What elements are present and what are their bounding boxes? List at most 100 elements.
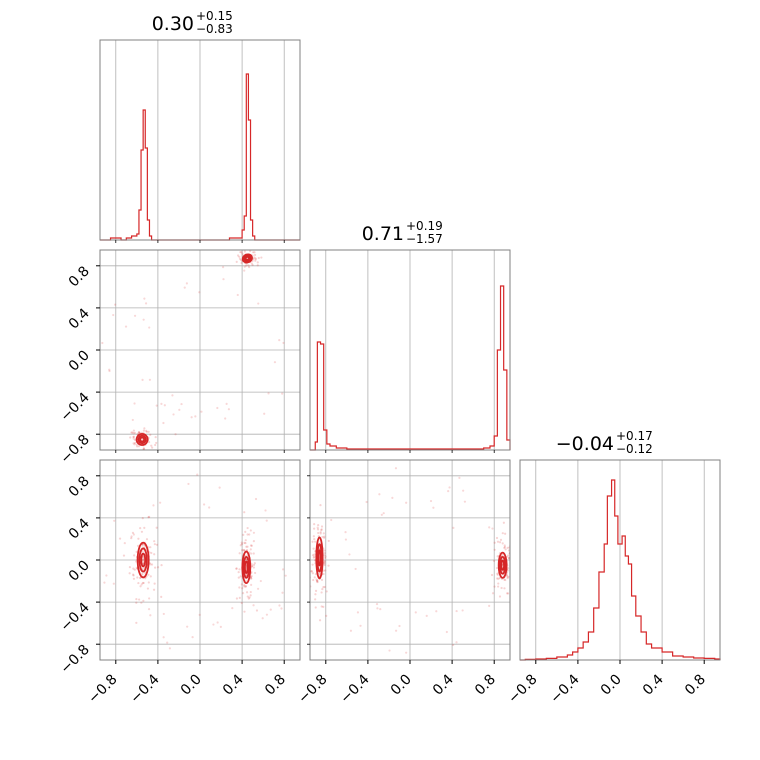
sample-point: [320, 528, 323, 531]
sample-point: [311, 540, 314, 543]
sample-point: [152, 588, 156, 591]
y-tick-label: 0.4: [66, 515, 93, 542]
sample-point: [244, 539, 247, 542]
x-tick-label: 0.4: [640, 671, 667, 698]
sample-point: [137, 430, 141, 434]
sample-point: [250, 544, 253, 547]
sample-point: [114, 303, 117, 306]
contour-level-2: [497, 551, 508, 579]
title-minus: −0.12: [616, 442, 653, 456]
sample-point: [133, 431, 136, 435]
sample-point: [349, 629, 353, 632]
sample-point: [244, 530, 247, 533]
sample-point: [132, 435, 135, 439]
sample-point: [140, 530, 144, 533]
sample-point: [323, 552, 326, 555]
panel-1-1: [309, 249, 511, 451]
sample-point: [324, 555, 327, 558]
sample-point: [313, 537, 316, 541]
sample-point: [128, 572, 131, 575]
sample-point: [265, 519, 268, 522]
sample-point: [250, 262, 253, 265]
sample-point: [152, 504, 155, 507]
sample-point: [495, 536, 499, 540]
sample-point: [112, 313, 115, 317]
sample-point: [507, 549, 510, 552]
sample-point: [263, 412, 266, 415]
sample-point: [218, 486, 221, 489]
sample-point: [149, 563, 152, 566]
sample-point: [166, 641, 169, 644]
sample-point: [139, 526, 142, 530]
sample-point: [137, 445, 140, 448]
sample-point: [435, 610, 438, 613]
sample-point: [323, 559, 326, 563]
sample-point: [249, 529, 252, 532]
sample-point: [503, 544, 506, 547]
sample-point: [491, 592, 495, 595]
sample-point: [146, 587, 150, 590]
sample-point: [278, 604, 281, 607]
sample-point: [344, 531, 347, 534]
x-tick-label: 0.8: [262, 672, 289, 699]
panel-2-1: [309, 459, 511, 661]
sample-point: [498, 595, 502, 598]
sample-point: [252, 540, 255, 543]
sample-point: [141, 544, 144, 547]
panel-2-2: [519, 459, 721, 661]
contour-level-1: [316, 543, 323, 573]
sample-point: [250, 577, 253, 580]
sample-point: [191, 636, 194, 639]
sample-point: [133, 554, 136, 557]
sample-point: [495, 566, 499, 570]
sample-point: [240, 583, 243, 586]
sample-point: [253, 562, 256, 565]
sample-point: [281, 568, 285, 571]
sample-point: [130, 431, 133, 434]
sample-point: [493, 585, 496, 588]
sample-point: [178, 408, 181, 411]
sample-point: [394, 467, 398, 470]
sample-point: [246, 595, 249, 598]
sample-point: [135, 601, 138, 604]
title-plus: +0.19: [406, 219, 443, 233]
sample-point: [185, 282, 188, 285]
sample-point: [324, 556, 327, 560]
contour-level-0: [317, 549, 322, 567]
sample-point: [323, 536, 326, 539]
sample-point: [243, 583, 246, 587]
sample-point: [137, 581, 140, 585]
sample-point: [149, 433, 152, 436]
sample-point: [488, 526, 491, 529]
sample-point: [247, 264, 250, 267]
sample-point: [497, 577, 500, 580]
sample-point: [246, 533, 249, 536]
sample-point: [251, 564, 254, 567]
sample-point: [462, 489, 465, 492]
contour-level-2: [241, 253, 253, 264]
sample-point: [260, 256, 263, 259]
sample-point: [317, 531, 320, 535]
sample-point: [256, 264, 259, 267]
sample-point: [318, 619, 322, 622]
title-minus: −0.83: [196, 22, 233, 36]
sample-point: [238, 596, 241, 600]
sample-point: [506, 592, 510, 595]
sample-point: [388, 649, 391, 652]
sample-point: [455, 641, 458, 644]
y-tick-label: −0.4: [57, 390, 92, 425]
sample-point: [208, 506, 211, 509]
sample-point: [219, 625, 222, 628]
x-tick-label: −0.4: [547, 671, 582, 706]
sample-point: [323, 561, 326, 564]
sample-point: [379, 608, 382, 611]
sample-point: [131, 418, 134, 422]
sample-point: [136, 576, 139, 579]
sample-point: [135, 443, 138, 446]
panel-content: [101, 250, 285, 450]
sample-point: [240, 261, 243, 265]
sample-point: [506, 546, 509, 549]
sample-point: [507, 556, 510, 560]
y-tick-label: 0.8: [66, 473, 93, 500]
sample-point: [317, 523, 320, 527]
